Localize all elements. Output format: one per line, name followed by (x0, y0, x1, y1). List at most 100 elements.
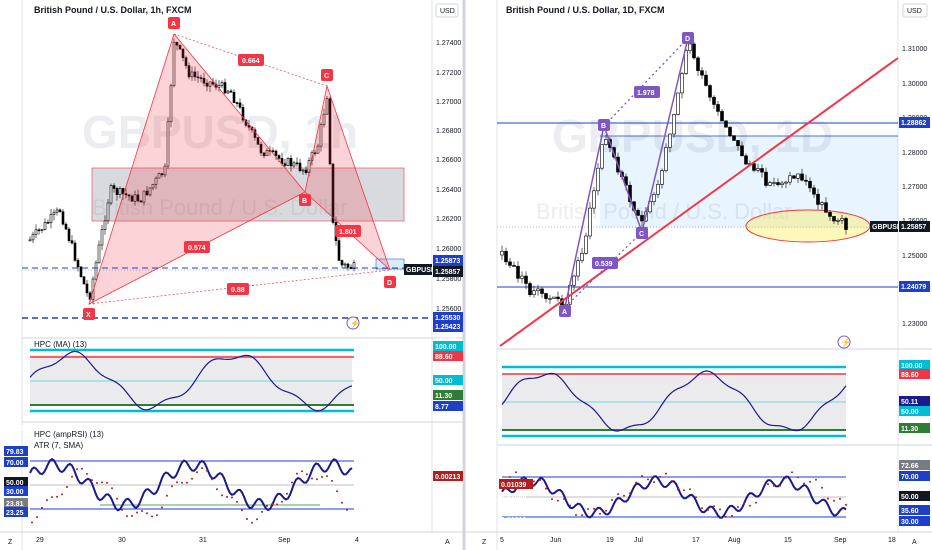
svg-text:D: D (387, 280, 392, 287)
left-y-tick: 1.26000 (436, 246, 461, 253)
left-atr-dot (331, 479, 333, 482)
right-candle-body (516, 265, 520, 279)
right-atr-dot (581, 514, 583, 517)
left-atr-dot (286, 492, 288, 495)
right-chart-title: British Pound / U.S. Dollar, 1D, FXCM (506, 5, 665, 15)
left-atr-dot (181, 481, 183, 484)
right-candle-body (744, 155, 748, 165)
left-alert-icon[interactable]: ⚡ (346, 316, 360, 330)
left-atr-dot (256, 518, 258, 521)
svg-text:⚡: ⚡ (350, 318, 360, 328)
left-point-a: A (168, 17, 180, 29)
left-y-tick: 1.26800 (436, 128, 461, 135)
left-atr-dot (66, 486, 68, 488)
left-price-tag: 1.25857 (435, 269, 460, 276)
svg-text:B: B (601, 123, 606, 130)
left-currency-badge[interactable]: USD (435, 3, 459, 18)
right-candle-body (552, 296, 556, 299)
left-atr-dot (116, 497, 118, 500)
right-candle-body (728, 126, 732, 136)
right-candle-body (768, 182, 772, 186)
right-candle-body (532, 290, 536, 296)
right-atr-dot (545, 487, 547, 490)
right-y-tick: 1.28000 (902, 150, 927, 157)
left-candle-body (82, 276, 86, 285)
left-ind2-level: 100.00 (6, 426, 28, 433)
right-candle-body (680, 73, 684, 94)
right-candle-body (816, 193, 820, 205)
left-chart-title: British Pound / U.S. Dollar, 1h, FXCM (34, 5, 192, 15)
left-candle-body (43, 222, 47, 230)
left-candle-body (349, 266, 353, 269)
right-atr-dot (683, 489, 685, 492)
left-atr-dot (341, 501, 343, 504)
left-y-tick: 1.25800 (436, 276, 461, 283)
right-candle-body (792, 175, 796, 179)
right-ind1-level: 120.00 (901, 351, 923, 358)
right-atr-dot (629, 492, 631, 495)
right-candle-body (592, 190, 596, 209)
right-candle-body (580, 253, 584, 262)
left-ratio-1: 0.664 (238, 54, 264, 66)
right-atr-dot (695, 496, 697, 499)
svg-text:0.664: 0.664 (242, 58, 260, 65)
left-candle-body (298, 162, 302, 171)
right-candle-body (736, 140, 740, 147)
left-atr-dot (321, 476, 323, 478)
right-x-tick: 5 (500, 537, 504, 544)
right-candle-body (828, 212, 832, 217)
left-candle-body (61, 211, 65, 225)
left-candle-body (145, 190, 149, 196)
left-atr-dot (161, 506, 163, 509)
left-candle-body (151, 183, 155, 189)
right-atr-dot (593, 507, 595, 510)
left-candle-body (169, 85, 173, 123)
left-candle-body (286, 158, 290, 166)
left-candle-body (130, 195, 134, 202)
left-candle-body (67, 228, 71, 241)
left-candle-body (70, 240, 74, 244)
right-time-axis[interactable]: 5 Jun 19 Jul 17 Aug 15 Sep 18 (500, 537, 896, 544)
left-ind1-level: 11.30 (435, 393, 452, 400)
left-footer-z[interactable]: Z (8, 539, 13, 546)
right-alert-icon[interactable]: ⚡ (837, 335, 851, 349)
left-ind1-level: 88.60 (435, 354, 453, 361)
right-candle-body (804, 179, 808, 182)
right-footer-a[interactable]: A (912, 539, 917, 546)
right-footer-z[interactable]: Z (482, 539, 487, 546)
left-candle-body (160, 173, 164, 176)
left-ind2-level: 23.25 (6, 510, 24, 517)
left-candle-body (226, 90, 230, 94)
right-x-tick: 17 (692, 537, 700, 544)
left-ind2-atr-level: 0.00200 (435, 490, 460, 497)
left-indicator-levels: 120.00 100.00 88.60 50.00 11.30 8.77 0.00 100.0… (4, 335, 463, 520)
left-candle-body (328, 98, 332, 165)
right-price-tag: 1.28862 (901, 120, 926, 127)
left-candle-body (37, 229, 41, 232)
right-atr-dot (569, 504, 571, 507)
left-footer-a[interactable]: A (445, 539, 450, 546)
right-currency-badge[interactable]: USD (902, 3, 928, 18)
right-candle-body (696, 57, 700, 71)
left-candle-body (301, 169, 305, 172)
right-candle-body (500, 250, 504, 256)
left-candle-body (343, 263, 347, 266)
left-candle-body (133, 194, 137, 202)
left-atr-dot (121, 508, 123, 511)
left-atr-dot (216, 488, 218, 491)
right-candle-body (788, 175, 792, 183)
left-price-tag-bg (433, 312, 463, 323)
right-hpc-ma-line (501, 370, 847, 432)
left-candle-body (124, 193, 128, 196)
right-candle-body (732, 135, 736, 141)
right-atr-dot (659, 475, 661, 478)
left-price-axis[interactable]: 1.27400 1.27200 1.27000 1.26800 1.26600 1.264… (436, 40, 461, 313)
left-candle-body (205, 82, 209, 87)
right-candle-body (664, 147, 668, 171)
svg-text:0.539: 0.539 (595, 261, 613, 268)
left-time-axis[interactable]: 29 30 31 Sep 4 (36, 537, 359, 544)
right-atr-dot (779, 484, 781, 487)
left-y-tick: 1.25600 (436, 306, 461, 313)
left-atr-dot (191, 477, 193, 480)
